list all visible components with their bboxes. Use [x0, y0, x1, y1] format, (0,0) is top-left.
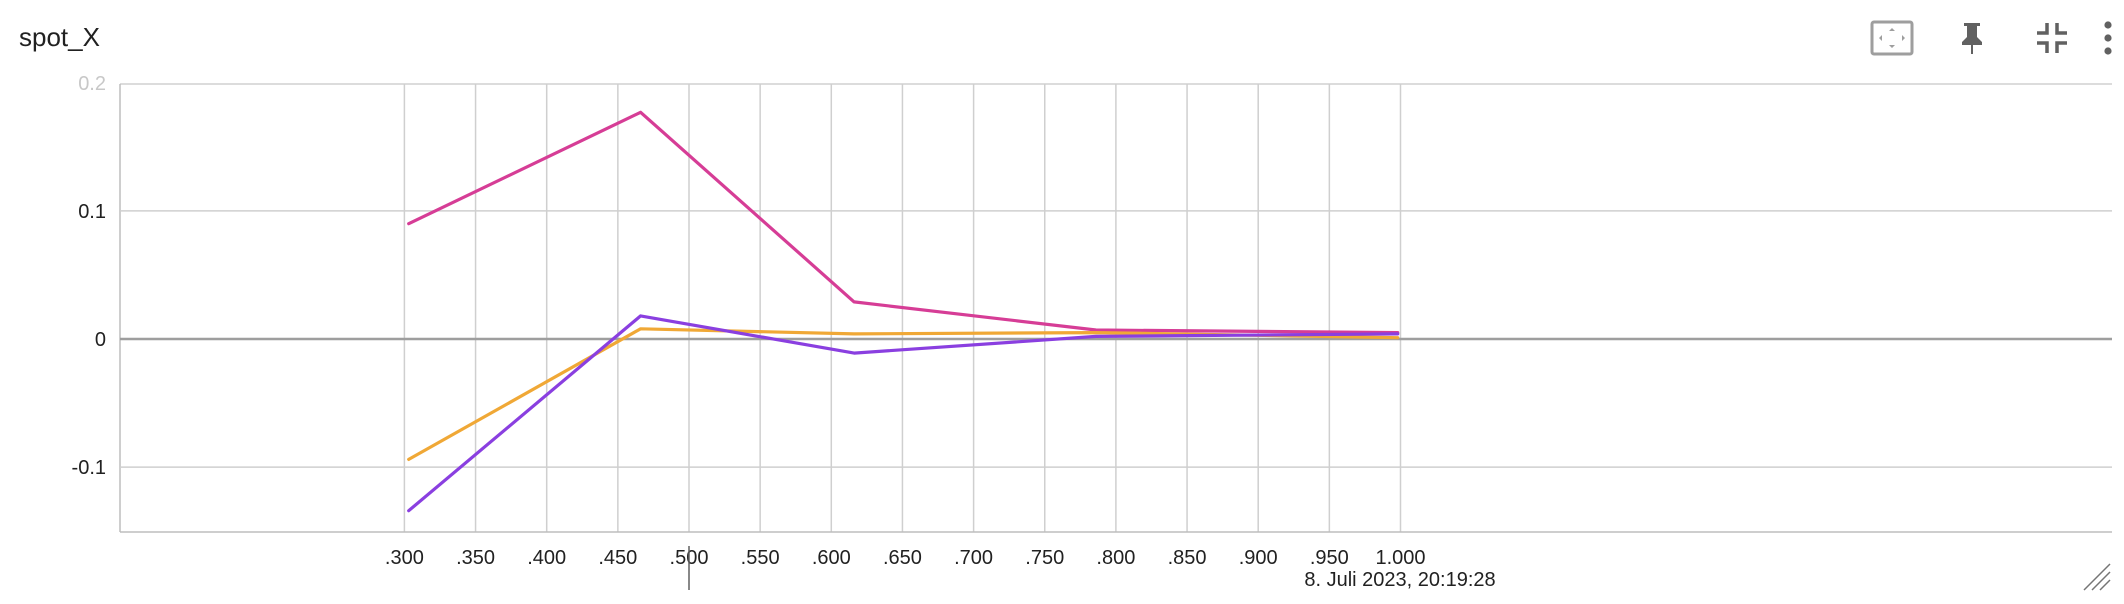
y-tick-label: -0.1	[72, 457, 106, 479]
x-tick-label: .700	[954, 547, 993, 569]
resize-grip-icon[interactable]	[2083, 563, 2111, 591]
fit-domain-icon	[1870, 20, 1914, 56]
more-vert-icon	[2104, 21, 2112, 55]
fit-domain-button[interactable]	[1868, 16, 1916, 60]
y-tick-label: 0.2	[78, 73, 106, 95]
x-tick-label: .600	[812, 547, 851, 569]
series-line-1	[407, 110, 1400, 335]
y-tick-label: 0	[95, 329, 106, 351]
timestamp-label: 8. Juli 2023, 20:19:28	[1304, 569, 1495, 591]
x-tick-label: .400	[527, 547, 566, 569]
x-tick-label: .850	[1168, 547, 1207, 569]
x-tick-label: .300	[385, 547, 424, 569]
x-tick-label: .650	[883, 547, 922, 569]
card-title: spot_X	[19, 22, 100, 52]
x-tick-label: .750	[1025, 547, 1064, 569]
x-tick-label: .900	[1239, 547, 1278, 569]
x-tick-label: .550	[741, 547, 780, 569]
collapse-button[interactable]	[2028, 16, 2076, 60]
pin-icon	[1962, 23, 1982, 54]
x-tick-label: .350	[456, 547, 495, 569]
x-tick-label: 1.000	[1375, 547, 1425, 569]
collapse-icon	[2037, 23, 2067, 53]
x-tick-label: .450	[598, 547, 637, 569]
pin-button[interactable]	[1948, 16, 1996, 60]
more-button[interactable]	[2084, 16, 2124, 60]
series-line-3	[407, 314, 1400, 513]
x-tick-label: .800	[1096, 547, 1135, 569]
x-tick-label: .950	[1310, 547, 1349, 569]
y-tick-label: 0.1	[78, 201, 106, 223]
